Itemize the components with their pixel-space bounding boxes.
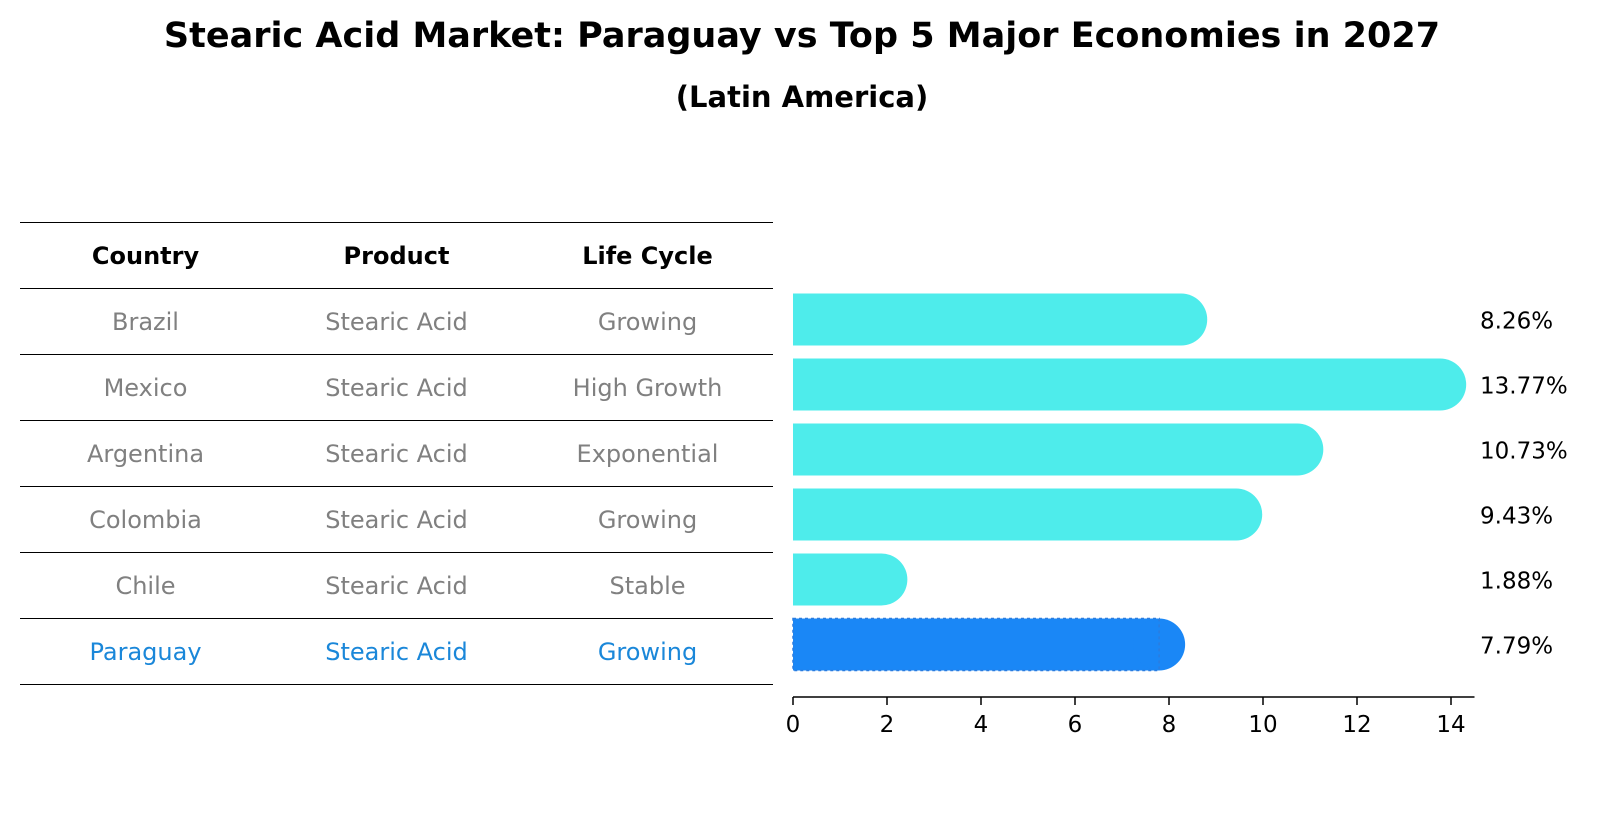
cell-product: Stearic Acid	[271, 288, 522, 355]
cell-product: Stearic Acid	[271, 552, 522, 619]
cell-life-cycle: Stable	[522, 552, 773, 619]
value-label-colombia: 9.43%	[1480, 504, 1553, 530]
value-label-paraguay: 7.79%	[1480, 634, 1553, 660]
bar-cap-colombia	[1210, 488, 1263, 541]
x-tick-label-10: 10	[1248, 712, 1277, 738]
cell-product: Stearic Acid	[271, 354, 522, 421]
bar-cap-argentina	[1271, 423, 1324, 476]
cell-country: Argentina	[20, 420, 271, 487]
bar-cap-mexico	[1414, 358, 1467, 411]
x-tick-label-8: 8	[1162, 712, 1177, 738]
x-tick-label-6: 6	[1068, 712, 1083, 738]
header-country: Country	[20, 222, 271, 289]
cell-country: Colombia	[20, 486, 271, 553]
cell-country: Mexico	[20, 354, 271, 421]
chart-title: Stearic Acid Market: Paraguay vs Top 5 M…	[163, 16, 1441, 56]
bar-cap-brazil	[1155, 293, 1208, 346]
cell-life-cycle: High Growth	[522, 354, 773, 421]
table-row: Chile Stearic Acid Stable	[20, 552, 773, 619]
bar-body-brazil	[793, 293, 1182, 346]
x-tick-label-0: 0	[786, 712, 801, 738]
table-row: Brazil Stearic Acid Growing	[20, 288, 773, 355]
x-tick-label-2: 2	[880, 712, 895, 738]
bar-body-colombia	[793, 488, 1237, 541]
x-tick-label-4: 4	[974, 712, 989, 738]
bar-mexico	[793, 358, 1467, 411]
cell-life-cycle: Growing	[522, 618, 773, 685]
cell-country: Paraguay	[20, 618, 271, 685]
x-tick-label-14: 14	[1436, 712, 1465, 738]
value-label-brazil: 8.26%	[1480, 309, 1553, 335]
cell-country: Brazil	[20, 288, 271, 355]
header-product: Product	[271, 222, 522, 289]
table-row-highlighted: Paraguay Stearic Acid Growing	[20, 618, 773, 685]
bar-body-paraguay	[793, 618, 1160, 671]
cell-product: Stearic Acid	[271, 618, 522, 685]
value-label-argentina: 10.73%	[1480, 439, 1568, 465]
chart-subtitle: (Latin America)	[675, 80, 929, 114]
bar-brazil	[793, 293, 1208, 346]
table-row: Argentina Stearic Acid Exponential	[20, 420, 773, 487]
bar-cap-chile	[855, 553, 908, 606]
bar-outline-paraguay	[792, 617, 1160, 672]
bar-body-mexico	[793, 358, 1441, 411]
table-header-row: Country Product Life Cycle	[20, 222, 773, 289]
bar-chile	[793, 553, 908, 606]
bar-paraguay	[792, 617, 1186, 672]
cell-life-cycle: Exponential	[522, 420, 773, 487]
bar-argentina	[793, 423, 1324, 476]
value-label-chile: 1.88%	[1480, 569, 1553, 595]
table-row: Colombia Stearic Acid Growing	[20, 486, 773, 553]
bar-colombia	[793, 488, 1263, 541]
cell-life-cycle: Growing	[522, 288, 773, 355]
market-table: Country Product Life Cycle Brazil Steari…	[20, 222, 773, 685]
value-label-mexico: 13.77%	[1480, 374, 1568, 400]
cell-life-cycle: Growing	[522, 486, 773, 553]
cell-country: Chile	[20, 552, 271, 619]
cell-product: Stearic Acid	[271, 486, 522, 553]
table-row: Mexico Stearic Acid High Growth	[20, 354, 773, 421]
bar-body-argentina	[793, 423, 1298, 476]
market-table-container: Country Product Life Cycle Brazil Steari…	[20, 222, 773, 685]
x-tick-label-12: 12	[1342, 712, 1371, 738]
cell-product: Stearic Acid	[271, 420, 522, 487]
header-life-cycle: Life Cycle	[522, 222, 773, 289]
